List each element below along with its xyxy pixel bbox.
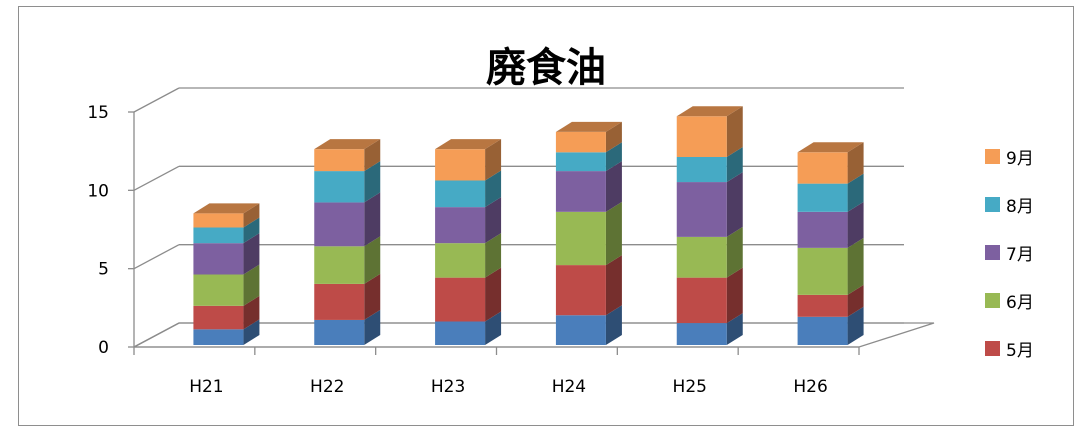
bar-segment bbox=[435, 170, 502, 208]
legend-label: 6月 bbox=[1006, 293, 1034, 313]
bar-segment bbox=[676, 147, 743, 183]
bar-segment bbox=[435, 233, 502, 278]
legend-swatch bbox=[985, 197, 1000, 212]
bar-segment bbox=[314, 236, 381, 284]
y-tick-label: 5 bbox=[98, 260, 109, 280]
legend-label: 5月 bbox=[1006, 341, 1034, 361]
bar-segment bbox=[555, 121, 622, 153]
legend-swatch bbox=[985, 293, 1000, 308]
bar-segment bbox=[193, 233, 260, 275]
bar-segment bbox=[676, 267, 743, 324]
bar-segment bbox=[193, 319, 260, 345]
legend-swatch bbox=[985, 149, 1000, 164]
bar-segment bbox=[193, 264, 260, 306]
side-gridline bbox=[133, 165, 180, 191]
bar-segment bbox=[193, 203, 260, 228]
bar-segment bbox=[193, 295, 260, 330]
x-tick-label: H22 bbox=[310, 377, 344, 397]
bar-segment bbox=[797, 173, 864, 212]
bar-segment bbox=[435, 267, 502, 322]
x-axis: H21 H22 H23 H24 H25 H26 bbox=[133, 346, 860, 397]
bar-segment bbox=[314, 192, 381, 247]
bar-stack-H21 bbox=[193, 203, 260, 345]
bar-stack-H23 bbox=[435, 139, 502, 345]
bar-segment bbox=[797, 284, 864, 317]
y-tick-label: 10 bbox=[87, 181, 109, 201]
y-tick-label: 15 bbox=[87, 103, 109, 123]
bar-segment bbox=[435, 197, 502, 244]
y-tick-label: 0 bbox=[98, 338, 109, 358]
x-tick-label: H25 bbox=[673, 377, 707, 397]
bar-segment bbox=[555, 201, 622, 266]
bar-segment bbox=[314, 161, 381, 203]
legend-swatch bbox=[985, 341, 1000, 356]
x-tick-label: H21 bbox=[189, 377, 223, 397]
bar-segment bbox=[676, 226, 743, 278]
bar-top bbox=[676, 106, 743, 117]
legend-swatch bbox=[985, 245, 1000, 260]
bar-segment bbox=[797, 237, 864, 295]
bar-top bbox=[435, 139, 502, 150]
legend-label: 9月 bbox=[1006, 149, 1034, 169]
bar-segment bbox=[676, 313, 743, 345]
bar-segment bbox=[435, 311, 502, 345]
bar-segment bbox=[676, 106, 743, 157]
bar-segment bbox=[676, 172, 743, 237]
bar-segment bbox=[193, 217, 260, 244]
bar-segment bbox=[555, 161, 622, 212]
chart: 廃食油 0 5 10 15 H21 H22 H23 H24 H25 H26 9月 8月 7月 6月 5月 bbox=[87, 45, 1034, 397]
bar-stack-H25 bbox=[676, 106, 743, 345]
bar-stack-H26 bbox=[797, 142, 864, 345]
y-axis: 0 5 10 15 bbox=[87, 103, 135, 358]
bar-segment bbox=[435, 139, 502, 181]
bar-top bbox=[193, 203, 260, 214]
bar-stack-H22 bbox=[314, 139, 381, 345]
side-gridline bbox=[133, 87, 180, 113]
bar-segment bbox=[555, 305, 622, 345]
chart-frame: 廃食油 0 5 10 15 H21 H22 H23 H24 H25 H26 9月 8月 7月 6月 5月 bbox=[18, 6, 1074, 426]
bar-top bbox=[555, 121, 622, 132]
bar-segment bbox=[314, 139, 381, 172]
bar-segment bbox=[555, 255, 622, 316]
x-tick-label: H24 bbox=[552, 377, 586, 397]
side-gridline bbox=[133, 244, 180, 270]
bar-segment bbox=[797, 142, 864, 184]
legend: 9月 8月 7月 6月 5月 bbox=[985, 149, 1034, 361]
bars bbox=[193, 106, 864, 345]
bar-segment bbox=[555, 142, 622, 172]
legend-label: 8月 bbox=[1006, 197, 1034, 217]
bar-segment bbox=[314, 273, 381, 320]
x-tick-label: H26 bbox=[793, 377, 827, 397]
bar-top bbox=[797, 142, 864, 153]
x-tick-label: H23 bbox=[431, 377, 465, 397]
bar-segment bbox=[797, 306, 864, 345]
bar-segment bbox=[314, 309, 381, 345]
chart-title: 廃食油 bbox=[486, 45, 606, 91]
legend-label: 7月 bbox=[1006, 245, 1034, 265]
chart-walls bbox=[133, 87, 935, 348]
bar-stack-H24 bbox=[555, 121, 622, 345]
bar-top bbox=[314, 139, 381, 150]
bar-segment bbox=[797, 201, 864, 248]
